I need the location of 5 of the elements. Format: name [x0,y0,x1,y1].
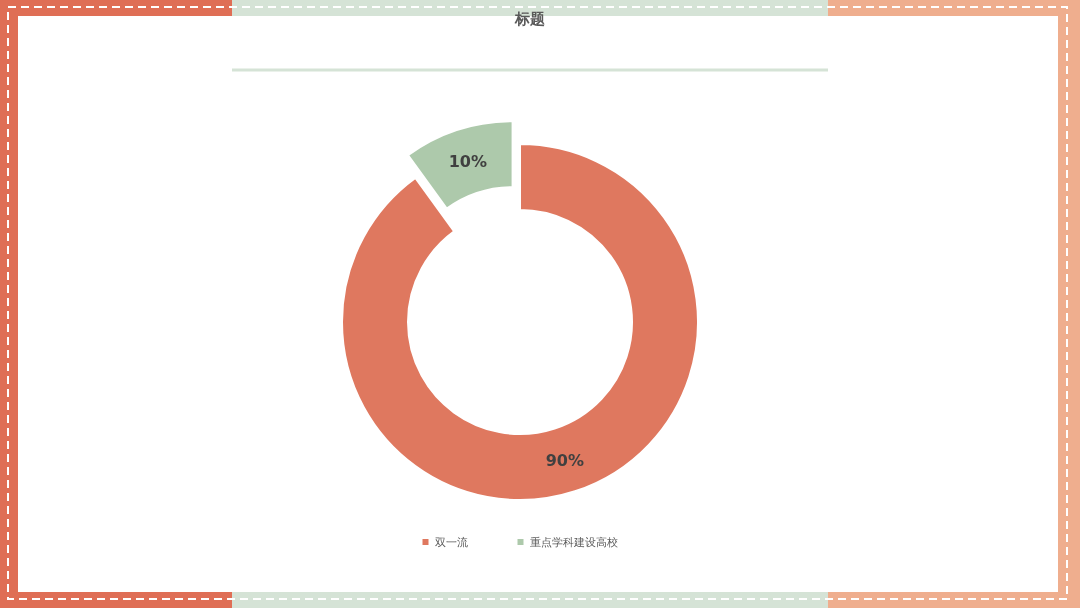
data-label: 10% [448,152,487,172]
chart-title: 标题 [514,10,545,28]
legend-label: 双一流 [434,536,468,549]
legend-label: 重点学科建设高校 [529,536,618,549]
data-label: 90% [545,450,584,470]
